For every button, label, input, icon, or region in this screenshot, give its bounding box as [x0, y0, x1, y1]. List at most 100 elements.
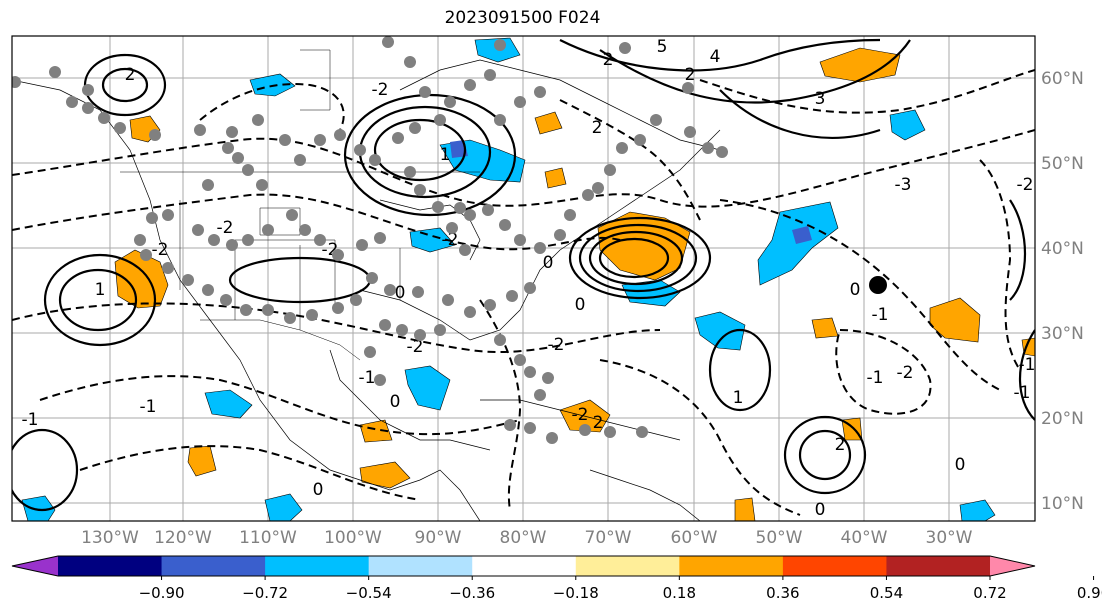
- latitude-tick-label: 40°N: [1041, 239, 1084, 259]
- station-dot: [314, 134, 326, 146]
- station-dot: [284, 312, 296, 324]
- contour-value-label: -2: [897, 363, 914, 383]
- station-dot: [384, 284, 396, 296]
- colorbar: −0.90 −0.72 −0.54 −0.36 −0.18 0.18 0.36 0.54 0.7…: [11, 555, 1102, 602]
- contour-value-label: -1: [359, 368, 376, 388]
- station-dot: [366, 272, 378, 284]
- contour-value-label: 2: [593, 413, 604, 433]
- station-dot: [636, 426, 648, 438]
- station-dot: [162, 209, 174, 221]
- longitude-tick-label: 110°W: [239, 528, 297, 548]
- longitude-tick-label: 100°W: [324, 528, 382, 548]
- station-dot: [226, 126, 238, 138]
- station-dot: [379, 319, 391, 331]
- station-dot: [374, 232, 386, 244]
- station-dot: [314, 234, 326, 246]
- station-dot: [404, 166, 416, 178]
- station-dot: [208, 234, 220, 246]
- map-frame: [11, 35, 1036, 522]
- contour-value-label: 0: [313, 480, 324, 500]
- contour-value-label: -1: [1019, 355, 1036, 375]
- station-dot: [434, 324, 446, 336]
- station-dot: [98, 112, 110, 124]
- station-dot: [294, 154, 306, 166]
- contour-value-label: 0: [390, 392, 401, 412]
- station-dot: [256, 179, 268, 191]
- colorbar-segment: [886, 556, 991, 576]
- station-dot: [616, 142, 628, 154]
- colorbar-tick-label: −0.18: [553, 584, 599, 602]
- contour-value-label: 1: [95, 280, 106, 300]
- station-dot: [262, 304, 274, 316]
- station-dot: [604, 426, 616, 438]
- political-borders: [120, 49, 480, 361]
- station-dot: [682, 82, 694, 94]
- station-dot: [240, 304, 252, 316]
- station-dot: [409, 122, 421, 134]
- contour-value-label: 5: [657, 37, 668, 57]
- coastlines: [12, 59, 721, 521]
- contour-value-label: 0: [543, 253, 554, 273]
- station-dot: [382, 36, 394, 48]
- longitude-tick-label: 130°W: [81, 528, 139, 548]
- station-dot: [192, 224, 204, 236]
- station-dot: [446, 222, 458, 234]
- colorbar-tick-label: −0.54: [346, 584, 392, 602]
- colorbar-segment: [782, 556, 887, 576]
- station-dot: [604, 164, 616, 176]
- longitude-labels: 130°W 120°W 110°W 100°W 90°W 80°W 70°W 60°W 50°W…: [81, 528, 973, 548]
- colorbar-tick-label: −0.90: [139, 584, 185, 602]
- contour-value-label: -1: [1014, 383, 1031, 403]
- colorbar-outline: [11, 555, 1036, 577]
- station-dot: [252, 114, 264, 126]
- contour-value-label: -1: [867, 368, 884, 388]
- station-dot: [702, 142, 714, 154]
- longitude-tick-label: 70°W: [585, 528, 632, 548]
- station-dot: [49, 66, 61, 78]
- latitude-tick-label: 10°N: [1041, 494, 1084, 514]
- longitude-tick-label: 50°W: [756, 528, 803, 548]
- station-dot: [392, 132, 404, 144]
- station-dot: [202, 179, 214, 191]
- station-dot: [592, 182, 604, 194]
- station-dot: [414, 184, 426, 196]
- strong-negative-fill: [450, 140, 812, 244]
- contour-value-label: 2: [835, 435, 846, 455]
- contour-value-label: 2: [592, 118, 603, 138]
- station-dot: [534, 86, 546, 98]
- station-dot: [162, 262, 174, 274]
- colorbar-tick-label: 0.54: [870, 584, 903, 602]
- colorbar-segment: [575, 556, 680, 576]
- contour-value-label: 0: [395, 283, 406, 303]
- latitude-tick-label: 60°N: [1041, 69, 1084, 89]
- station-dot: [482, 204, 494, 216]
- station-dot: [412, 286, 424, 298]
- station-dot: [356, 239, 368, 251]
- station-dot: [716, 146, 728, 158]
- station-dot: [542, 372, 554, 384]
- station-dot: [182, 274, 194, 286]
- longitude-tick-label: 60°W: [671, 528, 718, 548]
- contour-value-label: 0: [575, 295, 586, 315]
- station-dot: [374, 374, 386, 386]
- longitude-tick-label: 30°W: [926, 528, 973, 548]
- station-dot: [226, 239, 238, 251]
- station-dot: [82, 102, 94, 114]
- station-dot: [194, 124, 206, 136]
- contour-value-label: -2: [1017, 175, 1034, 195]
- station-dot: [279, 134, 291, 146]
- map-title: 2023091500 F024: [444, 8, 601, 28]
- station-dot: [484, 69, 496, 81]
- contour-value-label: 0: [850, 280, 861, 300]
- contour-value-label: -2: [442, 230, 459, 250]
- station-dot: [332, 302, 344, 314]
- station-dot: [82, 84, 94, 96]
- station-dot: [534, 242, 546, 254]
- contour-value-label: 2: [603, 50, 614, 70]
- station-dot: [334, 129, 346, 141]
- latitude-tick-label: 50°N: [1041, 154, 1084, 174]
- longitude-tick-label: 90°W: [415, 528, 462, 548]
- station-dot: [546, 432, 558, 444]
- station-dot: [364, 346, 376, 358]
